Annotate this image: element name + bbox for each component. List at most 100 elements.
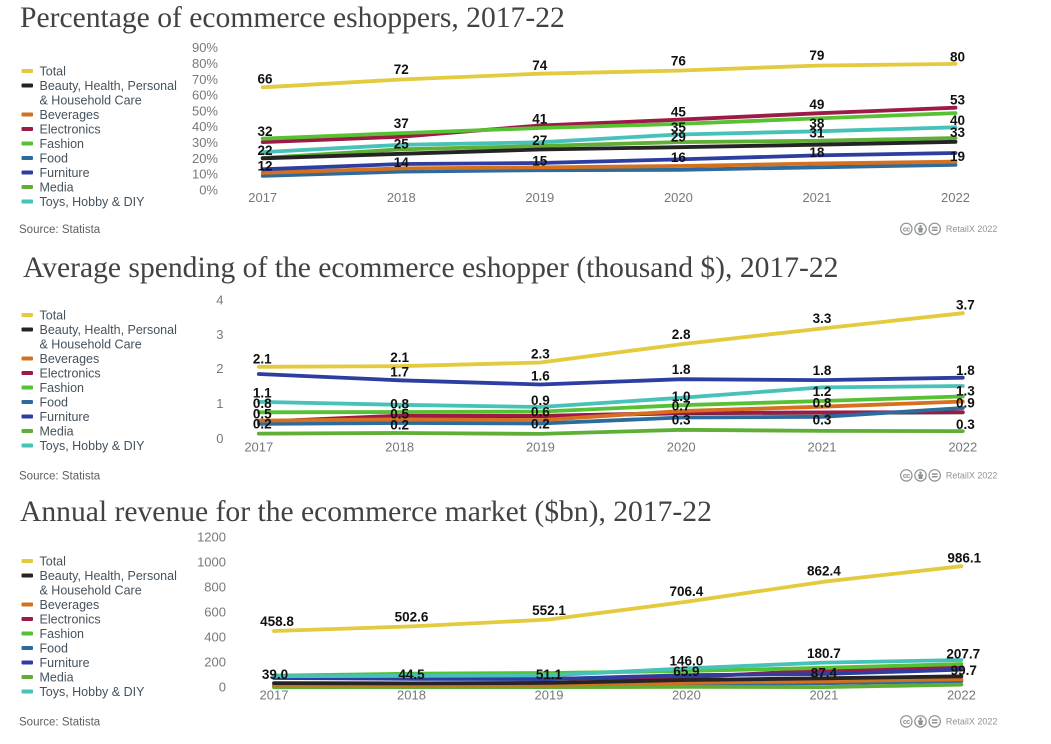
svg-text:3.7: 3.7 [956,297,975,312]
svg-text:Toys, Hobby & DIY: Toys, Hobby & DIY [40,195,146,209]
svg-text:2017: 2017 [244,440,273,455]
svg-text:Fashion: Fashion [40,381,85,395]
svg-text:2019: 2019 [525,190,554,205]
svg-text:Beauty, Health, Personal: Beauty, Health, Personal [40,323,177,337]
svg-text:0.2: 0.2 [531,417,550,432]
svg-text:0.3: 0.3 [813,412,832,427]
svg-text:2: 2 [216,361,223,376]
svg-text:14: 14 [394,155,410,170]
svg-text:2019: 2019 [526,440,555,455]
svg-text:12: 12 [257,158,272,173]
svg-text:1.6: 1.6 [531,369,550,384]
svg-text:20%: 20% [192,151,218,166]
svg-text:1.8: 1.8 [672,362,691,377]
svg-text:0.2: 0.2 [390,417,409,432]
svg-text:0.5: 0.5 [253,406,272,421]
svg-text:Toys, Hobby & DIY: Toys, Hobby & DIY [40,685,146,699]
svg-text:0.3: 0.3 [672,412,691,427]
svg-text:Toys, Hobby & DIY: Toys, Hobby & DIY [40,439,146,453]
svg-text:27: 27 [532,133,547,148]
svg-text:Media: Media [40,670,74,684]
svg-text:0.9: 0.9 [956,395,975,410]
svg-text:72: 72 [394,62,409,77]
svg-text:458.8: 458.8 [260,614,294,629]
svg-text:2.1: 2.1 [253,352,272,367]
svg-text:1.8: 1.8 [956,363,975,378]
svg-text:1000: 1000 [197,555,226,570]
svg-text:0.6: 0.6 [531,405,550,420]
svg-text:Beauty, Health, Personal: Beauty, Health, Personal [40,79,177,93]
svg-text:cc: cc [903,227,910,234]
svg-text:Furniture: Furniture [40,656,90,670]
svg-text:Beverages: Beverages [40,598,100,612]
svg-text:706.4: 706.4 [670,584,704,599]
svg-text:40%: 40% [192,119,218,134]
svg-text:51.1: 51.1 [536,667,563,682]
svg-text:1200: 1200 [197,530,226,545]
svg-text:74: 74 [532,58,548,73]
svg-text:44.5: 44.5 [398,667,425,682]
svg-text:41: 41 [532,111,548,126]
svg-text:76: 76 [671,54,687,69]
svg-text:0.8: 0.8 [253,396,272,411]
svg-text:Media: Media [40,180,74,194]
svg-text:& Household Care: & Household Care [40,93,142,107]
svg-text:3: 3 [216,327,223,342]
svg-text:2018: 2018 [397,688,426,703]
svg-text:Beauty, Health, Personal: Beauty, Health, Personal [40,569,177,583]
svg-text:16: 16 [671,150,687,165]
svg-text:30%: 30% [192,135,218,150]
svg-text:& Household Care: & Household Care [40,337,142,351]
svg-text:37: 37 [394,116,409,131]
svg-text:cc: cc [903,719,910,726]
svg-text:Total: Total [40,308,66,322]
svg-text:Media: Media [40,424,74,438]
svg-text:50%: 50% [192,103,218,118]
svg-text:10%: 10% [192,167,218,182]
svg-text:35: 35 [671,120,687,135]
svg-text:1.8: 1.8 [813,363,832,378]
svg-text:2021: 2021 [802,190,831,205]
svg-text:Food: Food [40,641,69,655]
svg-text:1.0: 1.0 [672,389,691,404]
svg-text:40: 40 [950,113,965,128]
svg-text:70%: 70% [192,72,218,87]
svg-text:Electronics: Electronics [40,612,101,626]
svg-text:400: 400 [204,630,226,645]
svg-text:33: 33 [950,125,966,140]
svg-text:2020: 2020 [667,440,696,455]
svg-text:79: 79 [809,48,824,63]
svg-text:180.7: 180.7 [807,646,841,661]
svg-text:1.7: 1.7 [390,364,409,379]
svg-text:49: 49 [809,97,824,112]
svg-text:2022: 2022 [947,688,976,703]
svg-text:31: 31 [809,125,825,140]
svg-text:Source: Statista: Source: Statista [19,224,101,236]
svg-text:Source: Statista: Source: Statista [19,471,101,483]
svg-text:0: 0 [219,680,226,695]
svg-text:19: 19 [950,149,965,164]
svg-text:99.7: 99.7 [951,663,977,678]
svg-text:29: 29 [671,130,686,145]
svg-text:1.1: 1.1 [253,386,272,401]
svg-text:146.0: 146.0 [670,653,704,668]
svg-text:1: 1 [216,396,223,411]
svg-text:39.0: 39.0 [262,667,288,682]
svg-text:862.4: 862.4 [807,564,841,579]
svg-text:0%: 0% [199,183,218,198]
svg-text:200: 200 [204,655,226,670]
svg-text:32: 32 [257,124,272,139]
svg-text:Annual revenue for the ecommer: Annual revenue for the ecommerce market … [20,496,712,528]
svg-text:& Household Care: & Household Care [40,583,142,597]
svg-text:Food: Food [40,395,69,409]
svg-text:45: 45 [671,105,687,120]
svg-text:Fashion: Fashion [40,627,85,641]
svg-text:2022: 2022 [941,190,970,205]
svg-text:0.9: 0.9 [531,393,550,408]
svg-text:18: 18 [809,145,825,160]
svg-text:80: 80 [950,50,965,65]
svg-text:RetailX 2022: RetailX 2022 [946,471,998,481]
svg-text:2019: 2019 [535,688,564,703]
svg-text:2.3: 2.3 [531,347,550,362]
svg-text:2022: 2022 [948,440,977,455]
